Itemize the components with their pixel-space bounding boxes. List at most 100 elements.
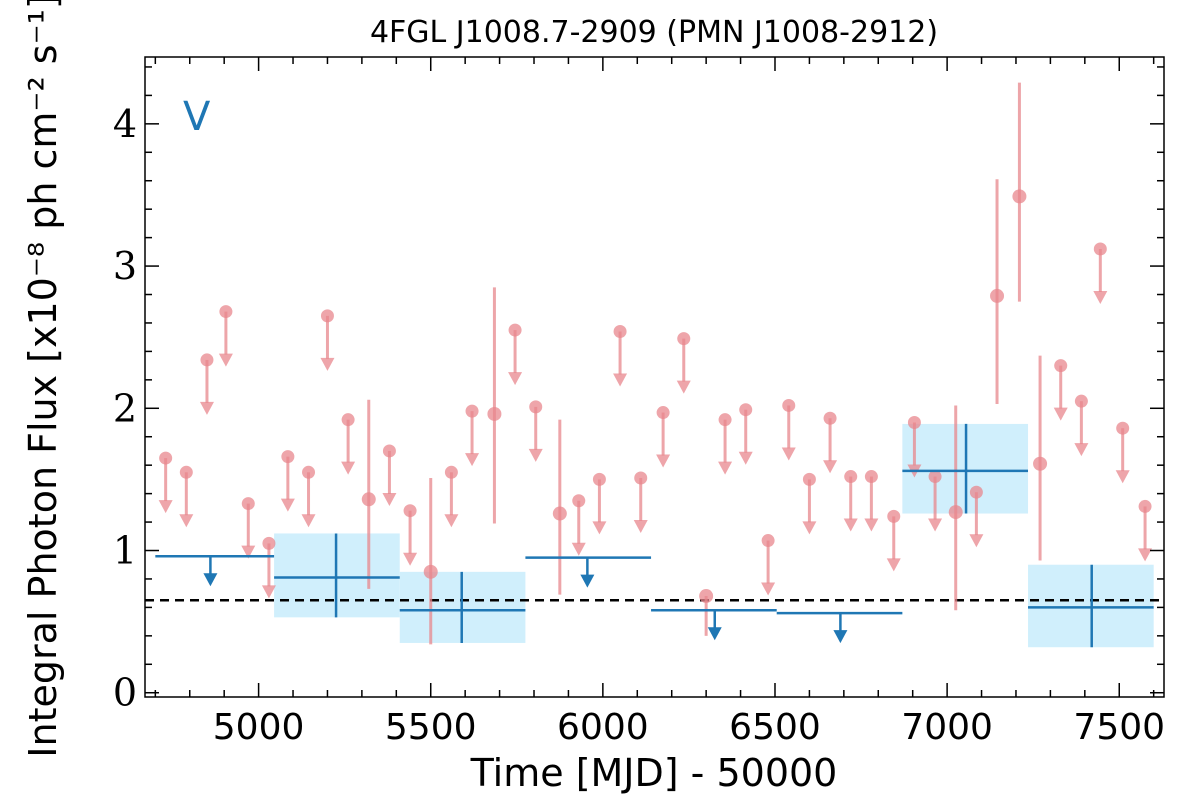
short-bin-point <box>361 492 376 507</box>
upper-limit-arrow <box>1093 291 1108 304</box>
upper-limit-arrow <box>864 518 879 532</box>
upper-limit-arrow <box>613 373 628 387</box>
upper-limit-point <box>739 403 753 417</box>
upper-limit-point <box>802 472 816 486</box>
upper-limit-arrow <box>382 492 397 506</box>
upper-limit-arrow <box>218 353 233 367</box>
upper-limit-point <box>613 324 627 338</box>
y-axis-label: Integral Photon Flux [x10⁻⁸ ph cm⁻² s⁻¹] <box>21 0 65 758</box>
short-bin-point <box>552 506 567 521</box>
upper-limit-arrow <box>823 460 838 474</box>
y-tick-label: 2 <box>113 386 137 430</box>
upper-limit-arrow <box>320 357 335 371</box>
upper-limit-arrow <box>656 454 671 468</box>
chart-title: 4FGL J1008.7-2909 (PMN J1008-2912) <box>370 15 938 50</box>
upper-limit-arrow <box>633 519 648 533</box>
upper-limit-point <box>677 332 691 346</box>
long-bin-ul-arrow <box>707 627 722 641</box>
upper-limit-point <box>1074 394 1088 408</box>
upper-limit-point <box>718 413 732 427</box>
short-bin-point <box>423 564 438 579</box>
short-bin-point <box>699 589 714 604</box>
upper-limit-point <box>341 413 355 427</box>
upper-limit-point <box>179 465 193 479</box>
long-bin-ul-arrow <box>580 574 595 588</box>
upper-limit-arrow <box>199 401 214 415</box>
short-bin-point <box>1012 189 1027 204</box>
y-axis-ticks: 0 1 2 3 4 <box>113 66 1164 715</box>
upper-limit-point <box>1138 499 1152 513</box>
upper-limit-arrow <box>1115 470 1130 484</box>
upper-limit-point <box>572 494 586 508</box>
upper-limit-arrow <box>802 521 817 535</box>
upper-limit-point <box>444 465 458 479</box>
upper-limit-arrow <box>781 447 796 461</box>
upper-limit-arrow <box>969 534 984 548</box>
upper-limit-arrow <box>1053 407 1068 421</box>
upper-limit-arrow <box>761 582 776 596</box>
upper-limit-point <box>382 444 396 458</box>
plot-frame <box>144 56 1165 698</box>
x-tick-label: 5500 <box>385 707 477 748</box>
upper-limit-point <box>403 504 417 518</box>
upper-limit-point <box>320 309 334 323</box>
upper-limit-point <box>887 509 901 523</box>
x-axis-label: Time [MJD] - 50000 <box>470 751 838 795</box>
upper-limit-arrow <box>403 552 418 566</box>
x-tick-label: 5000 <box>213 707 305 748</box>
upper-limit-arrow <box>465 453 480 467</box>
x-tick-label: 6500 <box>729 707 821 748</box>
upper-limit-arrow <box>571 542 586 556</box>
upper-limit-point <box>200 353 214 367</box>
short-bin-point <box>1033 456 1048 471</box>
upper-limit-point <box>969 485 983 499</box>
upper-limit-point <box>928 470 942 484</box>
upper-limit-arrow <box>843 518 858 532</box>
y-tick-label: 0 <box>113 671 137 715</box>
x-axis-ticks: 5000 5500 6000 6500 7000 7500 <box>154 57 1165 748</box>
upper-limit-arrow <box>301 514 316 528</box>
upper-limit-arrow <box>528 448 543 462</box>
upper-limit-arrow <box>718 461 733 475</box>
upper-limit-point <box>592 472 606 486</box>
y-tick-label: 3 <box>113 244 137 288</box>
upper-limit-point <box>281 450 295 464</box>
y-tick-label: 1 <box>113 529 137 573</box>
upper-limit-arrow <box>508 372 523 386</box>
upper-limit-point <box>656 406 670 420</box>
upper-limit-arrow <box>280 498 295 512</box>
upper-limit-point <box>302 465 316 479</box>
upper-limit-point <box>1054 359 1068 373</box>
upper-limit-arrow <box>444 514 459 528</box>
upper-limit-point <box>907 416 921 430</box>
long-bin-ul-arrow <box>833 630 848 644</box>
upper-limit-arrow <box>261 585 276 599</box>
upper-limit-arrow <box>241 545 256 559</box>
upper-limit-point <box>159 451 173 465</box>
x-tick-label: 7500 <box>1073 707 1165 748</box>
upper-limit-arrow <box>179 514 194 528</box>
y-tick-label: 4 <box>113 102 137 146</box>
upper-limit-arrow <box>886 558 901 572</box>
upper-limit-point <box>823 411 837 425</box>
upper-limit-point <box>508 323 522 337</box>
upper-limit-arrow <box>1138 548 1153 562</box>
upper-limit-arrow <box>676 380 691 394</box>
short-bin-point <box>948 505 963 520</box>
upper-limit-arrow <box>341 461 356 475</box>
upper-limit-point <box>262 536 276 550</box>
x-tick-label: 6000 <box>557 707 649 748</box>
upper-limit-arrow <box>928 518 943 532</box>
upper-limit-point <box>864 470 878 484</box>
long-bin-ul-arrow <box>203 573 218 587</box>
short-bin-point <box>990 288 1005 303</box>
upper-limit-point <box>844 470 858 484</box>
upper-limit-arrow <box>1074 443 1089 457</box>
upper-limit-arrow <box>158 500 173 514</box>
upper-limit-point <box>465 404 479 418</box>
upper-limit-point <box>529 400 543 414</box>
upper-limit-point <box>1093 242 1107 256</box>
plot-area <box>145 82 1164 648</box>
upper-limit-point <box>241 497 255 511</box>
